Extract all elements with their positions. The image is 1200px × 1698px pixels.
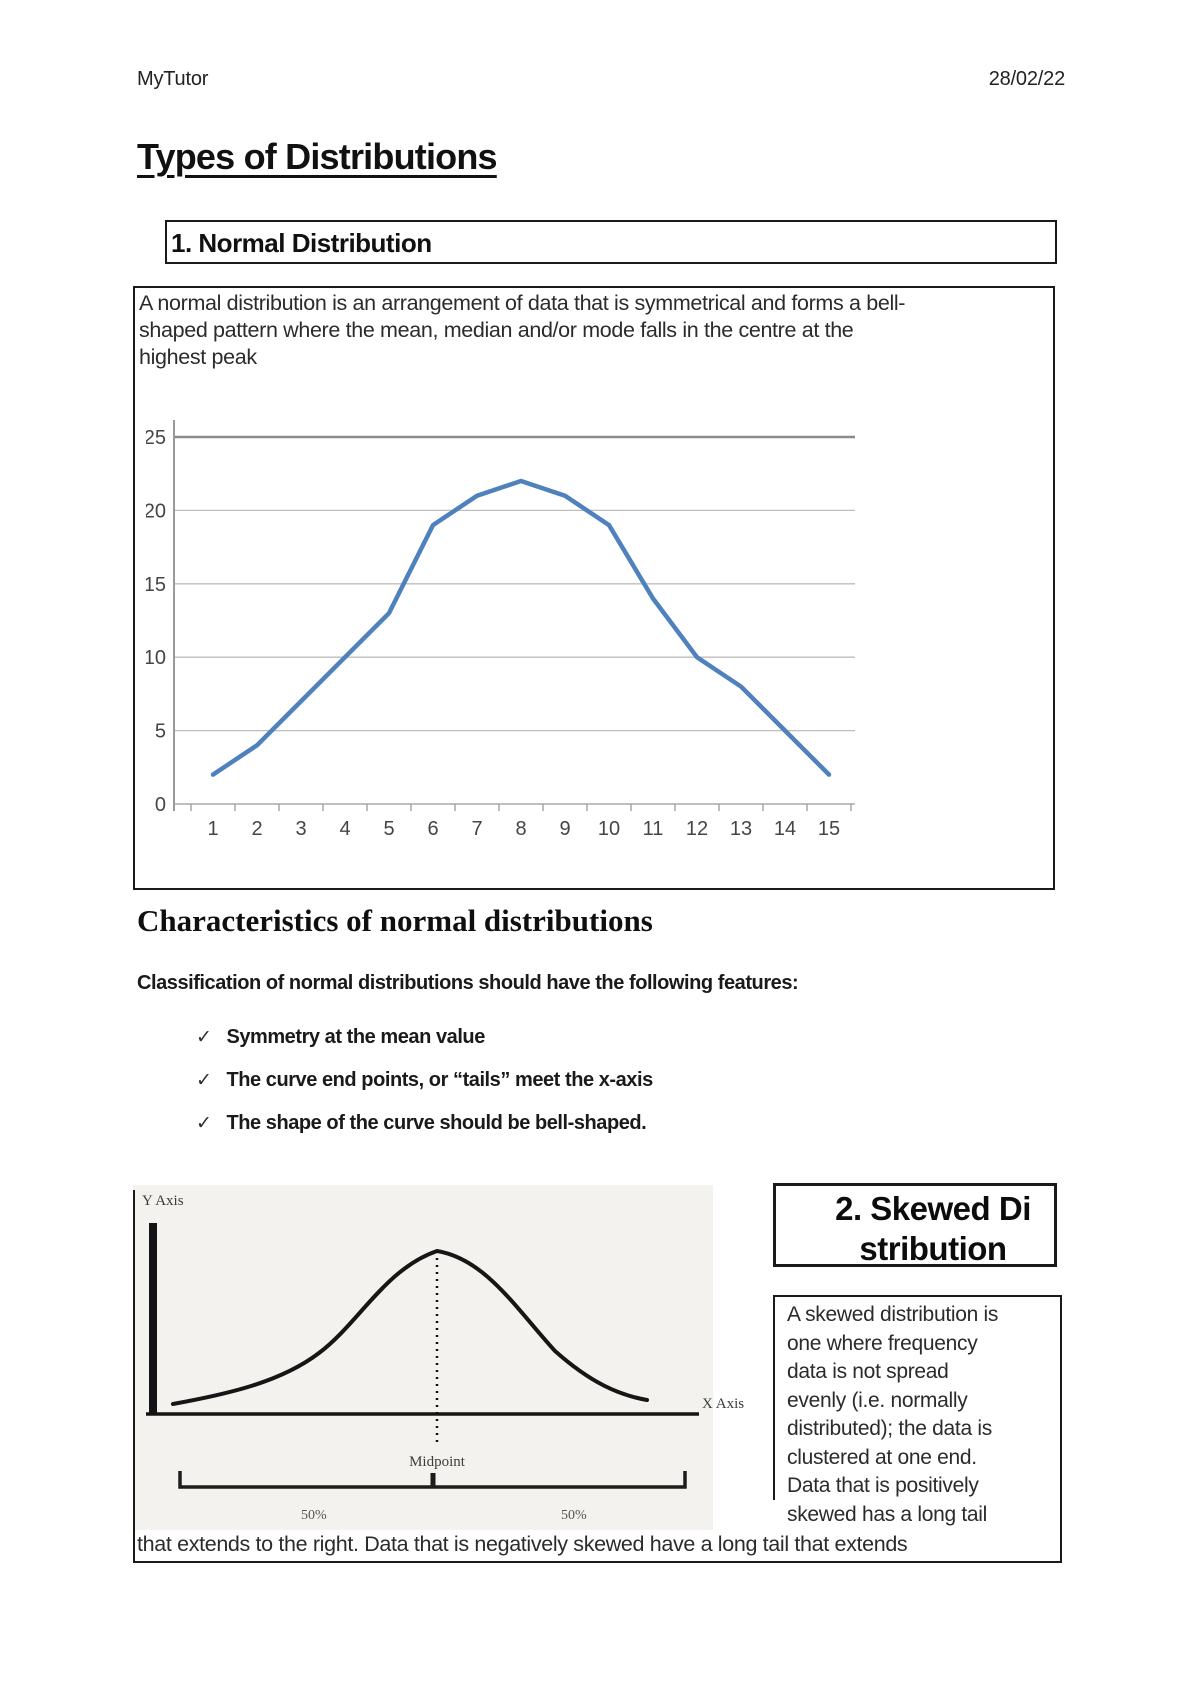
- y-tick-label: 20: [146, 500, 166, 522]
- y-axis-label: Y Axis: [142, 1193, 184, 1209]
- check-icon: ✓: [196, 1070, 212, 1091]
- y-tick-label: 5: [155, 721, 166, 743]
- bullet-text: Symmetry at the mean value: [226, 1026, 485, 1048]
- paragraph-line: A normal distribution is an arrangement …: [139, 291, 906, 315]
- x-tick-label: 15: [818, 818, 840, 840]
- paragraph-line: clustered at one end.: [787, 1445, 977, 1469]
- skewed-paragraph-overflow-line: that extends to the right. Data that is …: [137, 1532, 908, 1556]
- section1-heading: 1. Normal Distribution: [171, 228, 432, 258]
- x-tick-label: 12: [686, 818, 708, 840]
- y-tick-label: 25: [146, 427, 166, 449]
- paragraph-line: highest peak: [139, 345, 257, 369]
- skew-box-border-left-outer: [133, 1190, 135, 1561]
- paragraph-line: skewed has a long tail: [787, 1502, 988, 1526]
- header-left: MyTutor: [137, 68, 209, 90]
- skew-box-border-left: [773, 1295, 775, 1500]
- check-icon: ✓: [196, 1027, 212, 1048]
- right-percent-label: 50%: [561, 1508, 587, 1523]
- x-tick-label: 2: [251, 818, 262, 840]
- skew-box-border-bottom: [133, 1561, 1062, 1563]
- y-tick-label: 10: [146, 647, 166, 669]
- bullet-text: The curve end points, or “tails” meet th…: [226, 1069, 653, 1091]
- check-icon: ✓: [196, 1113, 212, 1134]
- x-tick-label: 4: [339, 818, 350, 840]
- y-tick-label: 0: [155, 794, 166, 816]
- bullet-text: The shape of the curve should be bell-sh…: [226, 1112, 647, 1134]
- paragraph-line: evenly (i.e. normally: [787, 1388, 968, 1412]
- left-percent-label: 50%: [301, 1508, 327, 1523]
- list-item: ✓ Symmetry at the mean value: [196, 1026, 485, 1052]
- midpoint-label: Midpoint: [409, 1454, 466, 1470]
- paragraph-line: shaped pattern where the mean, median an…: [139, 318, 854, 342]
- section2-heading-line1: 2. Skewed Di: [835, 1190, 1031, 1227]
- paragraph-line: distributed); the data is: [787, 1417, 992, 1440]
- page-title: Types of Distributions: [137, 136, 498, 177]
- x-tick-label: 8: [515, 818, 526, 840]
- characteristics-intro: Classification of normal distributions s…: [137, 972, 799, 994]
- paragraph-line: A skewed distribution is: [787, 1303, 999, 1326]
- section2-heading-box: 2. Skewed Di stribution: [773, 1183, 1057, 1267]
- frequency-line: [210, 478, 832, 777]
- list-item: ✓ The shape of the curve should be bell-…: [196, 1112, 647, 1138]
- skew-box-border-right: [1060, 1295, 1062, 1563]
- section2-heading-line2: stribution: [859, 1230, 1007, 1267]
- diagram-background: [133, 1185, 713, 1530]
- y-tick-label: 15: [146, 574, 166, 596]
- x-tick-label: 13: [730, 818, 752, 840]
- characteristics-heading: Characteristics of normal distributions: [137, 903, 653, 938]
- normal-distribution-box: A normal distribution is an arrangement …: [133, 286, 1055, 890]
- section1-heading-box: 1. Normal Distribution: [165, 220, 1057, 264]
- skewed-distribution-paragraph: A skewed distribution is one where frequ…: [787, 1301, 1053, 1529]
- paragraph-line: data is not spread: [787, 1360, 949, 1383]
- x-tick-label: 5: [383, 818, 394, 840]
- x-tick-label: 14: [774, 818, 796, 840]
- x-tick-label: 10: [598, 818, 620, 840]
- x-tick-label: 11: [643, 818, 664, 840]
- header-date: 28/02/22: [988, 68, 1065, 90]
- x-tick-label: 6: [427, 818, 438, 840]
- y-axis-bar: [149, 1223, 157, 1415]
- section2-heading: 2. Skewed Di stribution: [776, 1186, 1054, 1269]
- bell-curve-diagram: Y Axis Midpoint 50% 50%: [133, 1185, 713, 1530]
- x-tick-label: 7: [471, 818, 482, 840]
- paragraph-line: Data that is positively: [787, 1474, 979, 1497]
- list-item: ✓ The curve end points, or “tails” meet …: [196, 1069, 653, 1095]
- x-tick-label: 3: [295, 818, 306, 840]
- x-tick-label: 1: [207, 818, 218, 840]
- skew-box-border-top: [773, 1295, 1062, 1297]
- paragraph-line: one where frequency: [787, 1331, 978, 1355]
- normal-distribution-paragraph: A normal distribution is an arrangement …: [135, 288, 1053, 371]
- x-axis-label: X Axis: [702, 1396, 745, 1412]
- x-tick-label: 9: [559, 818, 570, 840]
